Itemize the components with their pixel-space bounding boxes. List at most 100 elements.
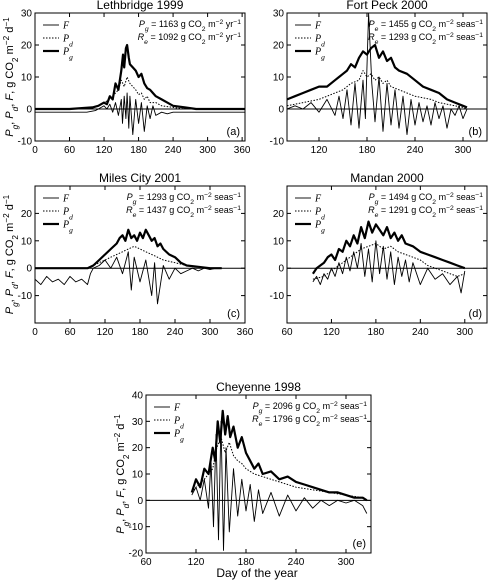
legend-label: F	[62, 21, 70, 32]
y-tick-label: 40	[132, 391, 144, 402]
legend-label: F	[314, 194, 322, 205]
y-tick-label: 10	[273, 236, 285, 247]
y-tick-label: -10	[129, 522, 144, 533]
stat-annotation: Re = 1437 g CO2 m−2 seas−1	[126, 205, 241, 219]
series-line-pd	[35, 245, 222, 269]
series-group	[311, 220, 466, 294]
x-tick-label: 240	[165, 145, 182, 156]
panel-2: Miles City 2001 0 60 120 180 240 300 360 -10 0 10 2…	[2, 171, 254, 338]
series-line-pg	[35, 43, 245, 111]
stat-annotation: Re = 1291 g CO2 m−2 seas−1	[368, 205, 483, 219]
legend-label: F	[173, 403, 181, 414]
series-line-pg	[311, 220, 466, 275]
y-axis-label: Pg, Pd, F, g CO2 m−2 d−1	[2, 194, 20, 314]
y-axis-label: Pg, Pd, F, g CO2 m−2 d−1	[113, 414, 131, 534]
x-tick-label: 300	[199, 145, 216, 156]
y-tick-label: 10	[21, 73, 33, 84]
series-line-pg	[35, 228, 222, 270]
y-tick-label: 30	[132, 417, 144, 428]
y-tick-label: 30	[273, 9, 285, 20]
legend-label: Pg	[173, 429, 184, 444]
x-tick-label: 120	[323, 327, 340, 338]
x-tick-label: 300	[456, 327, 473, 338]
panel-title: Lethbridge 1999	[97, 0, 184, 12]
series-line-pd	[287, 70, 468, 110]
panel-label: (c)	[227, 308, 240, 320]
x-tick-label: 360	[234, 145, 251, 156]
x-tick-label: 240	[167, 327, 184, 338]
series-group	[35, 43, 245, 136]
panel-label: (b)	[469, 126, 482, 138]
y-tick-label: 10	[273, 73, 285, 84]
y-tick-label: -10	[270, 291, 285, 302]
stat-annotation: Pg = 1163 g CO2 m−2 yr−1	[139, 19, 241, 33]
legend-label: Pd	[173, 416, 184, 431]
plot-frame	[286, 185, 488, 324]
y-tick-label: 20	[273, 41, 285, 52]
y-tick-label: 0	[278, 105, 284, 116]
panel-label: (d)	[469, 308, 482, 320]
legend-label: F	[62, 194, 70, 205]
y-tick-label: -20	[129, 549, 144, 560]
y-tick-label: -10	[18, 291, 33, 302]
y-tick-label: 20	[21, 209, 33, 220]
x-tick-label: 300	[455, 145, 472, 156]
y-tick-label: 0	[26, 105, 32, 116]
x-tick-label: 240	[407, 145, 424, 156]
x-tick-label: 60	[140, 557, 152, 568]
stat-annotation: Re = 1796 g CO2 m−2 seas−1	[252, 414, 367, 428]
stat-annotation: Pe = 1455 g CO2 m−2 seas−1	[369, 19, 484, 33]
x-tick-label: 360	[237, 327, 254, 338]
legend-label: Pd	[62, 207, 73, 222]
y-tick-label: 20	[132, 443, 144, 454]
panel-title: Cheyenne 1998	[216, 380, 301, 394]
legend-label: Pg	[314, 220, 325, 235]
series-group	[190, 409, 368, 551]
panel-title: Fort Peck 2000	[346, 0, 428, 12]
panel-label: (a)	[227, 126, 240, 138]
y-axis-label: Pg, Pd, F, g CO2 m−2 d−1	[2, 17, 20, 137]
series-line-pd	[35, 76, 245, 110]
panel-4: Cheyenne 1998 60 120 180 240 300 -20 -10 0 10 20 30…	[113, 380, 372, 568]
x-tick-label: 60	[281, 327, 293, 338]
series-line-f	[191, 420, 368, 551]
series-group	[287, 13, 468, 136]
legend-label: Pg	[62, 47, 73, 62]
series-group	[35, 228, 222, 305]
x-tick-label: 180	[359, 145, 376, 156]
x-tick-label: 240	[412, 327, 429, 338]
panel-title: Mandan 2000	[350, 171, 424, 185]
x-tick-label: 300	[202, 327, 219, 338]
legend-label: Pd	[314, 207, 325, 222]
panel-label: (e)	[353, 538, 366, 550]
legend-label: Pg	[62, 220, 73, 235]
x-tick-label: 0	[32, 145, 38, 156]
y-tick-label: -10	[18, 137, 33, 148]
x-tick-label: 120	[311, 145, 328, 156]
legend-label: Pd	[314, 34, 325, 49]
y-tick-label: 30	[21, 9, 33, 20]
y-tick-label: 0	[26, 264, 32, 275]
x-axis-label: Day of the year	[216, 566, 297, 580]
y-tick-label: 0	[278, 264, 284, 275]
series-line-pg	[190, 409, 368, 502]
x-tick-label: 180	[238, 557, 255, 568]
x-tick-label: 300	[338, 557, 355, 568]
stat-annotation: Re = 1293 g CO2 m−2 seas−1	[368, 32, 483, 46]
series-line-f	[287, 13, 468, 136]
y-tick-label: 0	[137, 496, 143, 507]
x-tick-label: 0	[32, 327, 38, 338]
series-line-pg	[287, 43, 468, 109]
panel-title: Miles City 2001	[99, 171, 181, 185]
x-tick-label: 180	[132, 327, 149, 338]
stat-annotation: Re = 1092 g CO2 m−2 yr−1	[138, 32, 242, 46]
x-tick-label: 180	[368, 327, 385, 338]
y-tick-label: -10	[270, 137, 285, 148]
x-tick-label: 120	[96, 145, 113, 156]
series-line-f	[35, 92, 245, 136]
series-line-f	[35, 251, 222, 305]
